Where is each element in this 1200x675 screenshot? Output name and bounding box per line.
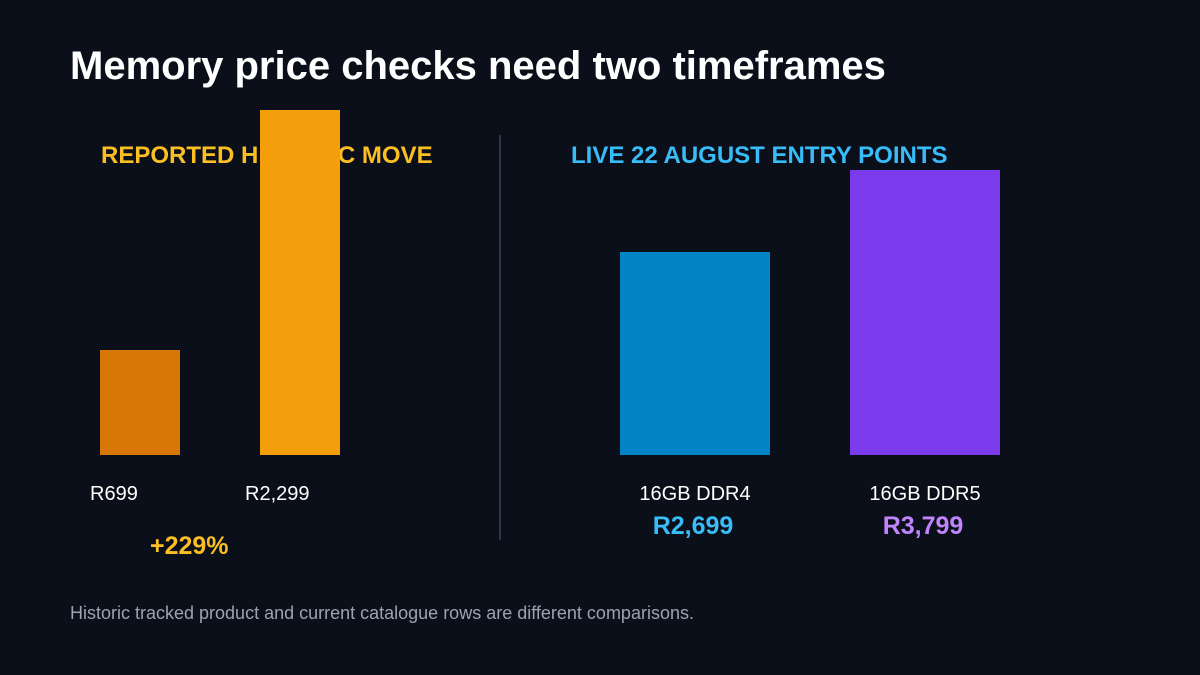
page-title: Memory price checks need two timeframes [70, 44, 886, 88]
bar-historic-r699 [100, 350, 180, 455]
bar-label-historic-r2299: R2,299 [245, 483, 310, 505]
price-label-ddr4: R2,699 [652, 512, 734, 540]
bar-label-ddr4: 16GB DDR4 [639, 483, 751, 505]
price-change-annotation: +229% [150, 532, 229, 560]
bar-live-ddr5 [850, 169, 1000, 455]
bar-live-ddr4 [620, 252, 770, 455]
live-panel-heading: LIVE 22 AUGUST ENTRY POINTS [571, 142, 948, 169]
bar-historic-r2299 [260, 110, 340, 455]
panel-divider [499, 135, 501, 540]
footnote: Historic tracked product and current cat… [70, 603, 694, 623]
bar-label-historic-r699: R699 [90, 483, 138, 505]
bar-label-ddr5: 16GB DDR5 [869, 483, 981, 505]
price-label-ddr5: R3,799 [882, 512, 964, 540]
